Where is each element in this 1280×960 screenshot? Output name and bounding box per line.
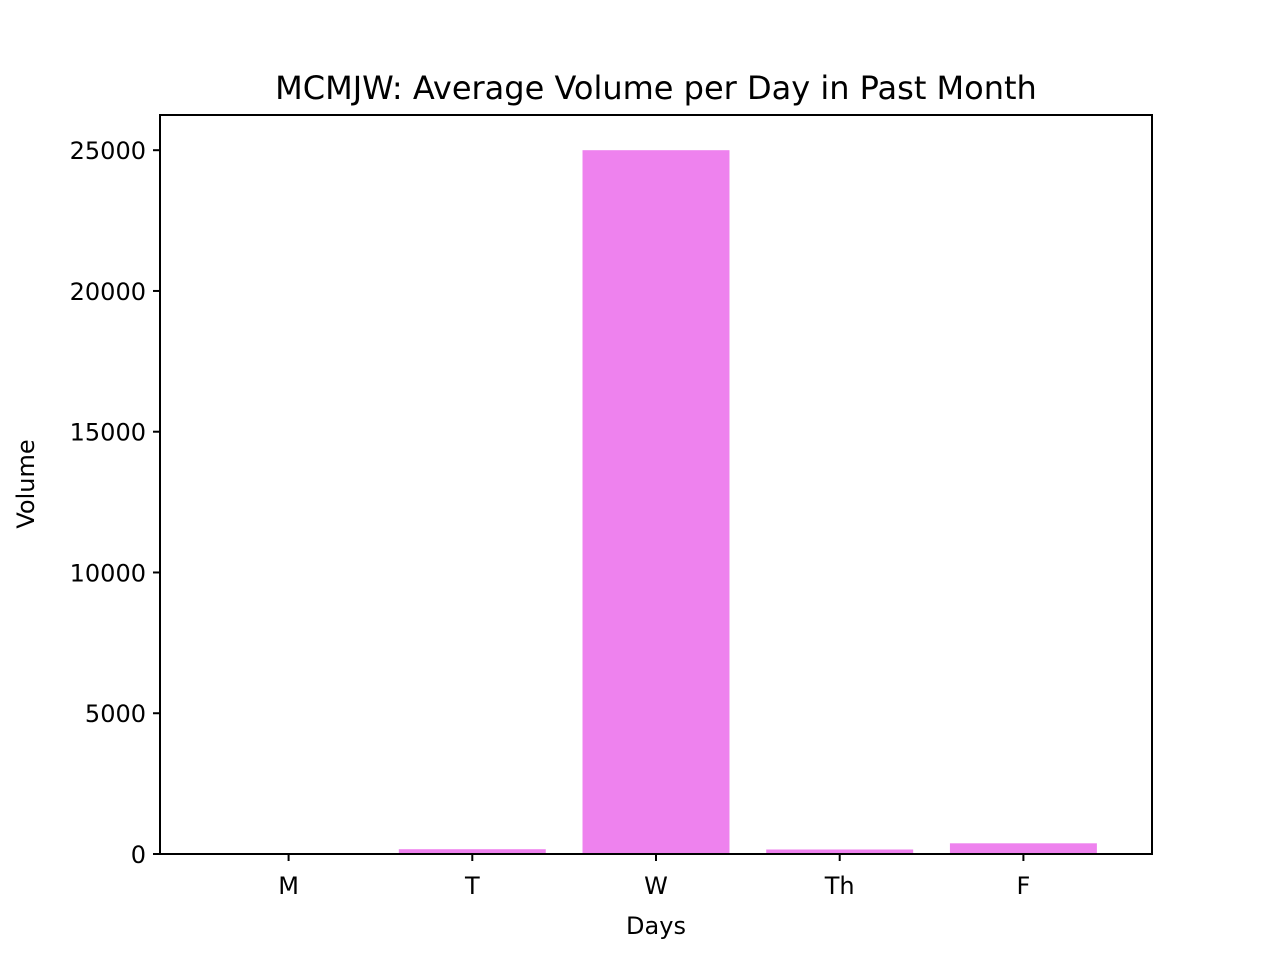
- y-tick-label: 25000: [70, 137, 146, 165]
- y-tick-label: 5000: [85, 700, 146, 728]
- bar-w: [582, 150, 730, 854]
- bar-group: [215, 150, 1097, 854]
- x-tick-label: Th: [824, 872, 855, 900]
- y-tick-label: 0: [131, 841, 146, 869]
- bar-th: [766, 849, 914, 854]
- y-axis-label: Volume: [12, 439, 40, 528]
- y-axis: 0 5000 10000 15000 20000 25000: [70, 137, 160, 869]
- x-tick-label: T: [464, 872, 480, 900]
- chart-title: MCMJW: Average Volume per Day in Past Mo…: [275, 69, 1037, 107]
- bar-t: [398, 849, 546, 854]
- y-tick-label: 15000: [70, 419, 146, 447]
- x-tick-label: F: [1017, 872, 1031, 900]
- x-axis-label: Days: [626, 912, 686, 940]
- x-tick-label: W: [644, 872, 668, 900]
- bar-f: [949, 843, 1097, 854]
- x-tick-label: M: [278, 872, 299, 900]
- y-tick-label: 10000: [70, 559, 146, 587]
- y-tick-label: 20000: [70, 278, 146, 306]
- x-axis: M T W Th F: [278, 854, 1030, 900]
